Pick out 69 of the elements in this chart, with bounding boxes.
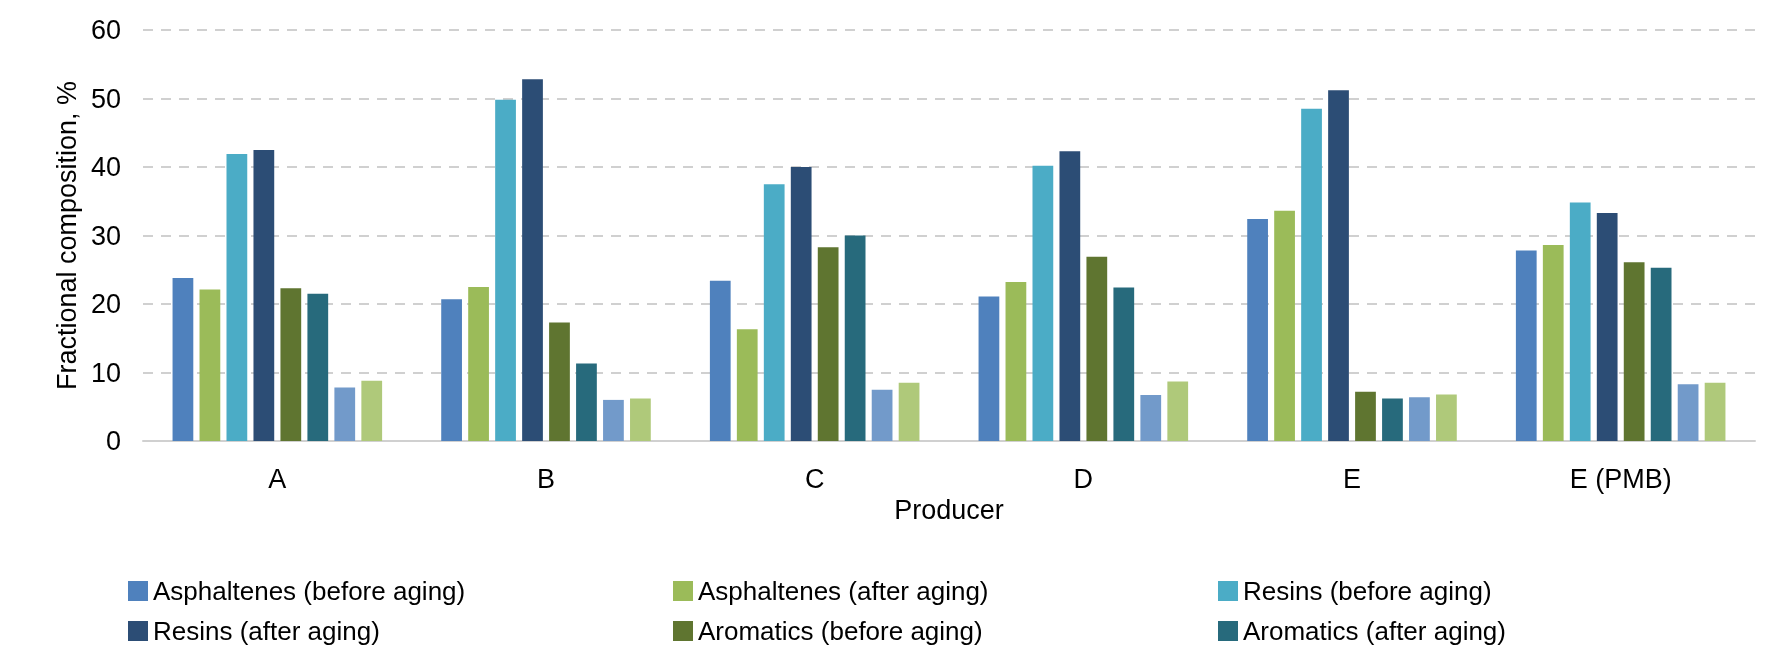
legend-label: Asphaltenes (after aging): [698, 576, 989, 606]
bar: [441, 299, 462, 441]
x-tick-label: B: [536, 463, 556, 494]
bar: [576, 363, 597, 441]
y-tick-label: 50: [90, 83, 121, 114]
bar: [1650, 267, 1672, 441]
bar: [226, 153, 248, 441]
y-tick-label: 40: [90, 152, 121, 182]
bar: [172, 277, 194, 441]
bar: [1542, 245, 1564, 441]
bar: [549, 322, 570, 441]
x-tick-label: C: [804, 463, 825, 494]
y-tick-label: 0: [105, 426, 121, 456]
bar: [1355, 391, 1376, 441]
bar: [1409, 397, 1430, 441]
x-axis-title: Producer: [894, 495, 1004, 526]
x-tick-label: A: [268, 463, 287, 494]
bar: [1005, 282, 1027, 441]
bar: [1247, 219, 1268, 441]
legend-label: Resins (after aging): [153, 616, 380, 646]
bar: [898, 382, 920, 441]
bar: [522, 79, 543, 441]
bar: [1301, 108, 1322, 441]
bar: [978, 296, 1000, 441]
bar: [495, 99, 516, 441]
bar: [1382, 398, 1403, 441]
y-tick-label: 10: [90, 357, 121, 388]
x-tick-label: E (PMB): [1569, 463, 1672, 494]
bar: [763, 184, 785, 441]
bar: [1140, 395, 1162, 441]
y-tick-label: 30: [90, 220, 121, 251]
bar: [630, 398, 651, 441]
bar: [307, 293, 329, 441]
legend-label: Aromatics (after aging): [1243, 616, 1506, 646]
bar: [1596, 212, 1618, 441]
bar: [1059, 151, 1081, 441]
bar: [817, 247, 839, 441]
bar: [1623, 262, 1645, 441]
y-tick-label: 20: [90, 289, 121, 319]
bar: [1328, 90, 1349, 441]
legend-label: Aromatics (before aging): [698, 616, 983, 646]
bar: [1436, 394, 1457, 441]
bar: [1032, 165, 1054, 441]
bar: [1515, 250, 1537, 441]
bar: [844, 235, 866, 441]
y-tick-label: 60: [90, 15, 121, 45]
bar: [1569, 202, 1591, 441]
bar: [709, 280, 731, 441]
bar: [1086, 256, 1108, 441]
bar: [280, 288, 302, 441]
bar: [468, 286, 489, 441]
bar: [871, 389, 893, 441]
bar: [1677, 384, 1699, 441]
bar: [790, 167, 812, 441]
legend-label: Resins (before aging): [1243, 576, 1492, 606]
x-tick-label: E: [1342, 463, 1362, 494]
bar: [1704, 382, 1726, 441]
bar: [199, 289, 221, 441]
bar: [736, 329, 758, 441]
legend-label: Asphaltenes (before aging): [153, 576, 466, 606]
bar: [603, 399, 624, 441]
x-tick-label: D: [1073, 463, 1094, 494]
bar: [1167, 381, 1189, 441]
bar: [361, 380, 383, 441]
bar: [253, 149, 275, 441]
bar: [334, 387, 356, 441]
y-axis-title: Fractional composition, %: [51, 80, 82, 391]
bar: [1113, 287, 1135, 441]
bar: [1274, 210, 1295, 441]
